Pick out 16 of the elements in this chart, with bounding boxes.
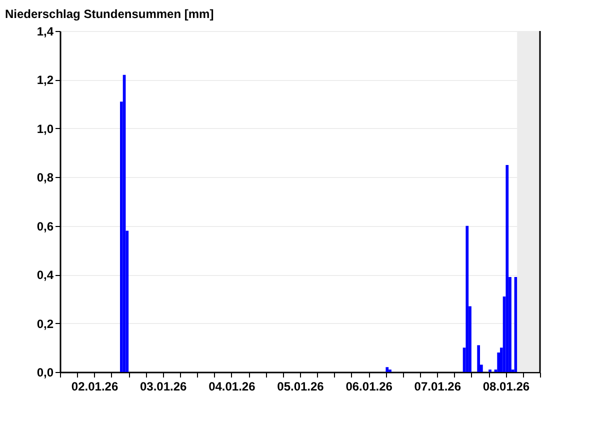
y-tick-label: 0,4	[36, 268, 54, 282]
x-tick-label: 06.01.26	[346, 380, 393, 394]
y-tick-label: 0,8	[36, 170, 54, 185]
x-tick-label: 03.01.26	[140, 380, 188, 394]
y-tick-label: 0,6	[36, 219, 54, 234]
x-tick-label: 02.01.26	[71, 380, 118, 394]
x-tick-label: 05.01.26	[277, 380, 324, 394]
y-tick-label: 1,4	[36, 24, 54, 38]
x-tick-label: 07.01.26	[414, 380, 462, 394]
chart-title: Niederschlag Stundensummen [mm]	[5, 7, 214, 21]
x-tick-label: 04.01.26	[208, 380, 256, 394]
y-tick-label: 1,0	[36, 122, 54, 136]
y-tick-label: 0,0	[36, 366, 54, 380]
y-tick-label: 1,2	[36, 73, 54, 88]
y-tick-label: 0,2	[36, 316, 54, 331]
x-tick-label: 08.01.26	[482, 380, 530, 394]
